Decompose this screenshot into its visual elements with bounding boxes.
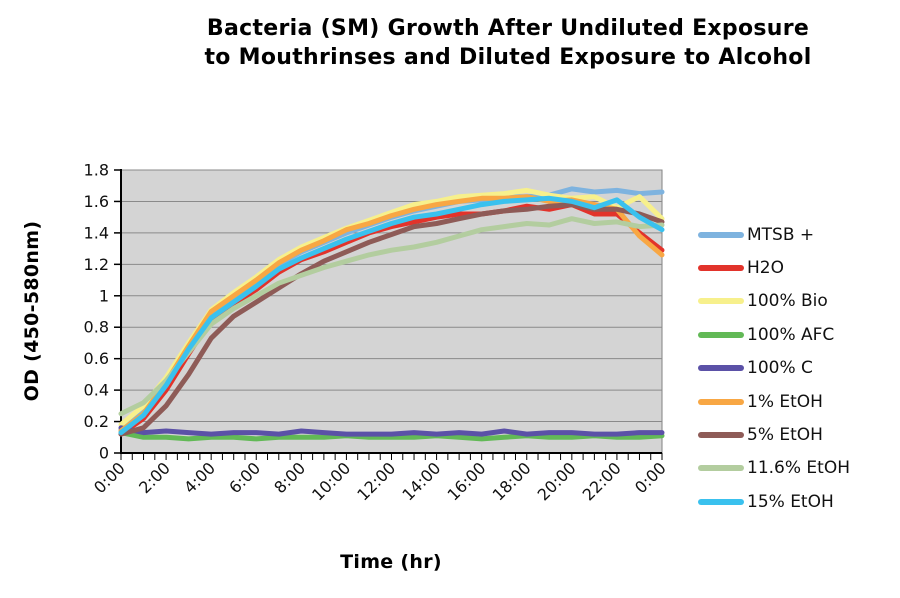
legend-swatch-icon [698, 265, 744, 272]
legend-label: 15% EtOH [747, 491, 834, 512]
chart-title-line-1: Bacteria (SM) Growth After Undiluted Exp… [206, 16, 810, 41]
legend-item: H2O [698, 251, 850, 284]
y-tick-label: 0.4 [84, 381, 109, 400]
x-tick-label: 10:00 [308, 458, 354, 504]
y-tick-label: 1.6 [84, 192, 109, 211]
legend-swatch-icon [698, 432, 744, 439]
series-line-100-c [118, 425, 665, 437]
x-tick-label: 14:00 [398, 458, 444, 504]
legend-swatch-icon [698, 365, 744, 372]
x-tick-label: 2:00 [135, 458, 174, 497]
legend-swatch-icon [698, 498, 744, 505]
x-tick-label: 0:00 [90, 458, 129, 497]
y-tick-label: 1.4 [84, 223, 109, 242]
legend-label: 5% EtOH [747, 425, 823, 446]
legend-item: 15% EtOH [698, 485, 850, 518]
x-axis-title: Time (hr) [340, 551, 442, 573]
x-tick-label: 22:00 [579, 458, 625, 504]
legend-label: MTSB + [747, 224, 815, 245]
x-tick-label: 0:00 [631, 458, 670, 497]
series-line-15-etoh [118, 195, 665, 436]
x-tick-label: 4:00 [180, 458, 219, 497]
legend-swatch-icon [698, 398, 744, 405]
x-tick-label: 12:00 [353, 458, 399, 504]
legend-item: 11.6% EtOH [698, 452, 850, 485]
legend-item: MTSB + [698, 218, 850, 251]
legend-swatch-icon [698, 298, 744, 305]
x-tick-label: 8:00 [270, 458, 309, 497]
legend-label: H2O [747, 258, 784, 279]
legend-swatch-icon [698, 331, 744, 338]
chart-title: Bacteria (SM) Growth After Undiluted Exp… [116, 15, 900, 72]
series-line-5-etoh [118, 202, 665, 437]
series-line-100-afc [118, 430, 665, 442]
legend-item: 100% C [698, 352, 850, 385]
legend-item: 1% EtOH [698, 385, 850, 418]
legend-label: 1% EtOH [747, 391, 823, 412]
x-tick-label: 20:00 [534, 458, 580, 504]
legend-item: 100% AFC [698, 318, 850, 351]
series-line-11.6-etoh [118, 216, 665, 417]
chart-title-line-2: to Mouthrinses and Diluted Exposure to A… [204, 44, 812, 70]
y-tick-label: 1.2 [84, 255, 109, 274]
legend-label: 11.6% EtOH [747, 458, 850, 479]
y-tick-label: 0.6 [84, 349, 109, 368]
legend-label: 100% Bio [747, 291, 828, 312]
y-tick-label: 0.8 [84, 318, 109, 337]
y-tick-label: 1.8 [84, 161, 109, 180]
legend-swatch-icon [698, 465, 744, 472]
legend-swatch-icon [698, 231, 744, 238]
y-tick-label: 0.2 [84, 412, 109, 431]
y-tick-label: 0 [99, 444, 109, 463]
legend-label: 100% C [747, 358, 813, 379]
x-tick-label: 16:00 [443, 458, 489, 504]
legend: MTSB + H2O 100% Bio 100% AFC 100% C 1% E… [698, 218, 850, 519]
legend-item: 5% EtOH [698, 418, 850, 451]
legend-label: 100% AFC [747, 324, 835, 345]
y-tick-label: 1 [99, 286, 109, 305]
x-tick-label: 6:00 [225, 458, 264, 497]
legend-item: 100% Bio [698, 285, 850, 318]
x-tick-label: 18:00 [489, 458, 535, 504]
